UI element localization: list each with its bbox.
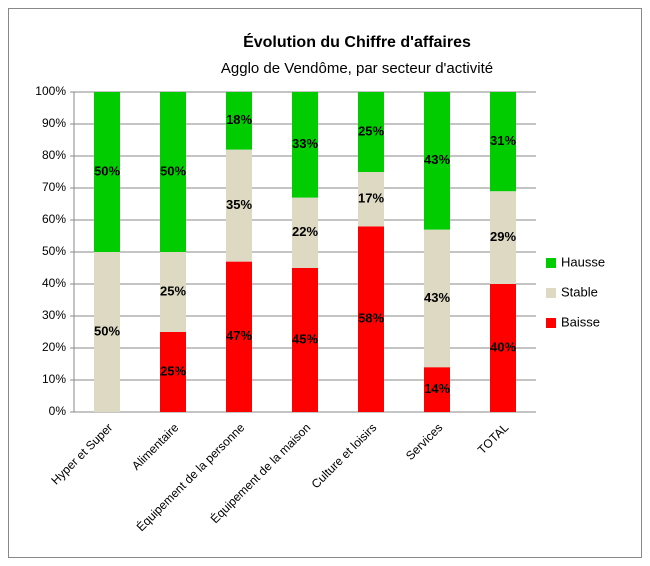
y-tick-label: 80% [42,148,66,162]
data-label: 43% [424,290,450,305]
bar-segment [424,229,450,368]
y-tick-label: 40% [42,276,66,290]
y-tick-label: 20% [42,340,66,354]
chart-subtitle: Agglo de Vendôme, par secteur d'activité [221,60,493,77]
bar-segment [490,191,516,284]
bar-segment [226,261,252,412]
y-tick-label: 30% [42,308,66,322]
bar-segment [358,92,384,172]
data-label: 43% [424,152,450,167]
bar-segment [160,92,186,252]
bar-segment [292,197,318,268]
data-label: 50% [94,163,120,178]
data-label: 25% [358,123,384,138]
y-tick-label: 0% [49,404,67,418]
data-label: 18% [226,112,252,127]
data-label: 22% [292,224,318,239]
legend-swatch [546,318,556,328]
data-label: 29% [490,229,516,244]
legend-label: Stable [561,284,598,299]
y-tick-label: 60% [42,212,66,226]
y-tick-label: 50% [42,244,66,258]
legend-swatch [546,258,556,268]
data-label: 17% [358,191,384,206]
y-tick-label: 70% [42,180,66,194]
data-label: 40% [490,339,516,354]
chart-title: Évolution du Chiffre d'affaires [243,32,471,51]
bar-segment [490,284,516,412]
legend-label: Hausse [561,254,605,269]
legend-label: Baisse [561,314,600,329]
data-label: 25% [160,283,186,298]
bar-segment [94,252,120,412]
bar-segment [424,92,450,230]
bar-segment [292,92,318,198]
data-label: 31% [490,133,516,148]
data-label: 45% [292,331,318,346]
data-label: 58% [358,311,384,326]
data-label: 25% [160,363,186,378]
bar-segment [160,252,186,332]
bar-segment [490,92,516,192]
data-label: 50% [94,323,120,338]
bar-segment [292,268,318,412]
legend-swatch [546,288,556,298]
bar-segment [358,172,384,227]
bar-segment [160,332,186,412]
y-tick-label: 90% [42,116,66,130]
bar-segment [424,367,450,412]
data-label: 33% [292,136,318,151]
y-tick-label: 100% [35,84,66,98]
data-label: 35% [226,197,252,212]
bar-segment [226,92,252,150]
data-label: 14% [424,381,450,396]
bar-segment [358,226,384,412]
bar-segment [94,92,120,252]
y-tick-label: 10% [42,372,66,386]
data-label: 47% [226,328,252,343]
bar-segment [226,149,252,262]
data-label: 50% [160,163,186,178]
